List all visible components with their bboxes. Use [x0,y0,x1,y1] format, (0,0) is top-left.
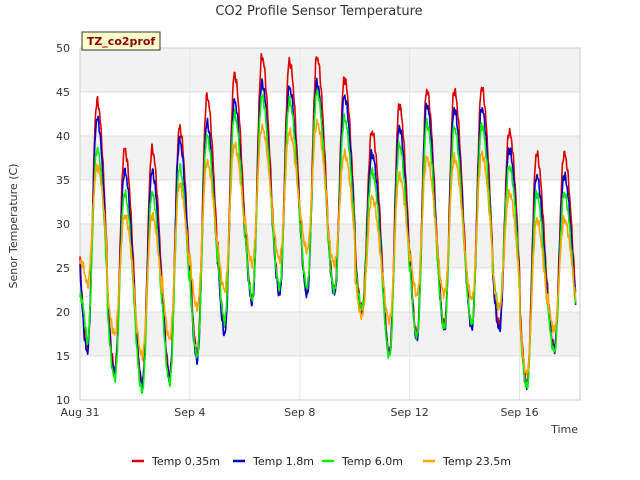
y-tick-label: 35 [56,174,70,187]
y-tick-label: 40 [56,130,70,143]
y-tick-label: 15 [56,350,70,363]
legend: Temp 0.35m Temp 1.8m Temp 6.0m Temp 23.5m [132,455,511,468]
plot-frame [79,47,581,401]
legend-label: Temp 6.0m [341,455,403,468]
plot-band [80,136,580,180]
legend-item: Temp 1.8m [233,455,314,468]
series-lines [79,52,577,395]
plot-band [80,312,580,356]
legend-label: Temp 23.5m [442,455,511,468]
plot-band [80,356,580,400]
legend-item: Temp 0.35m [132,455,220,468]
x-tick-label: Sep 8 [284,406,315,419]
y-tick-label: 30 [56,218,70,231]
plot-band [80,48,580,92]
legend-item: Temp 6.0m [322,455,403,468]
y-axis-ticks: 10 15 20 25 30 35 40 45 50 [56,42,70,407]
legend-label: Temp 1.8m [252,455,314,468]
y-tick-label: 20 [56,306,70,319]
chart-title: CO2 Profile Sensor Temperature [215,4,422,19]
plot-border [79,47,581,401]
y-tick-label: 10 [56,394,70,407]
series-line-temp-23-5m [79,118,577,376]
site-tag-box [81,31,161,51]
site-tag: TZ_co2prof [81,31,161,51]
legend-label: Temp 0.35m [151,455,220,468]
x-tick-label: Sep 16 [500,406,538,419]
y-tick-label: 25 [56,262,70,275]
plot-band [80,92,580,136]
y-axis-label: Senor Temperature (C) [7,164,20,289]
y-tick-label: 50 [56,42,70,55]
plot-band [80,180,580,224]
x-tick-label: Sep 4 [174,406,205,419]
x-axis-label: Time [550,423,578,436]
legend-item: Temp 23.5m [423,455,511,468]
x-tick-label: Aug 31 [61,406,100,419]
x-tick-label: Sep 12 [391,406,429,419]
site-tag-label: TZ_co2prof [87,35,156,48]
y-tick-label: 45 [56,86,70,99]
x-axis-ticks: Aug 31 Sep 4 Sep 8 Sep 12 Sep 16 [61,406,539,419]
